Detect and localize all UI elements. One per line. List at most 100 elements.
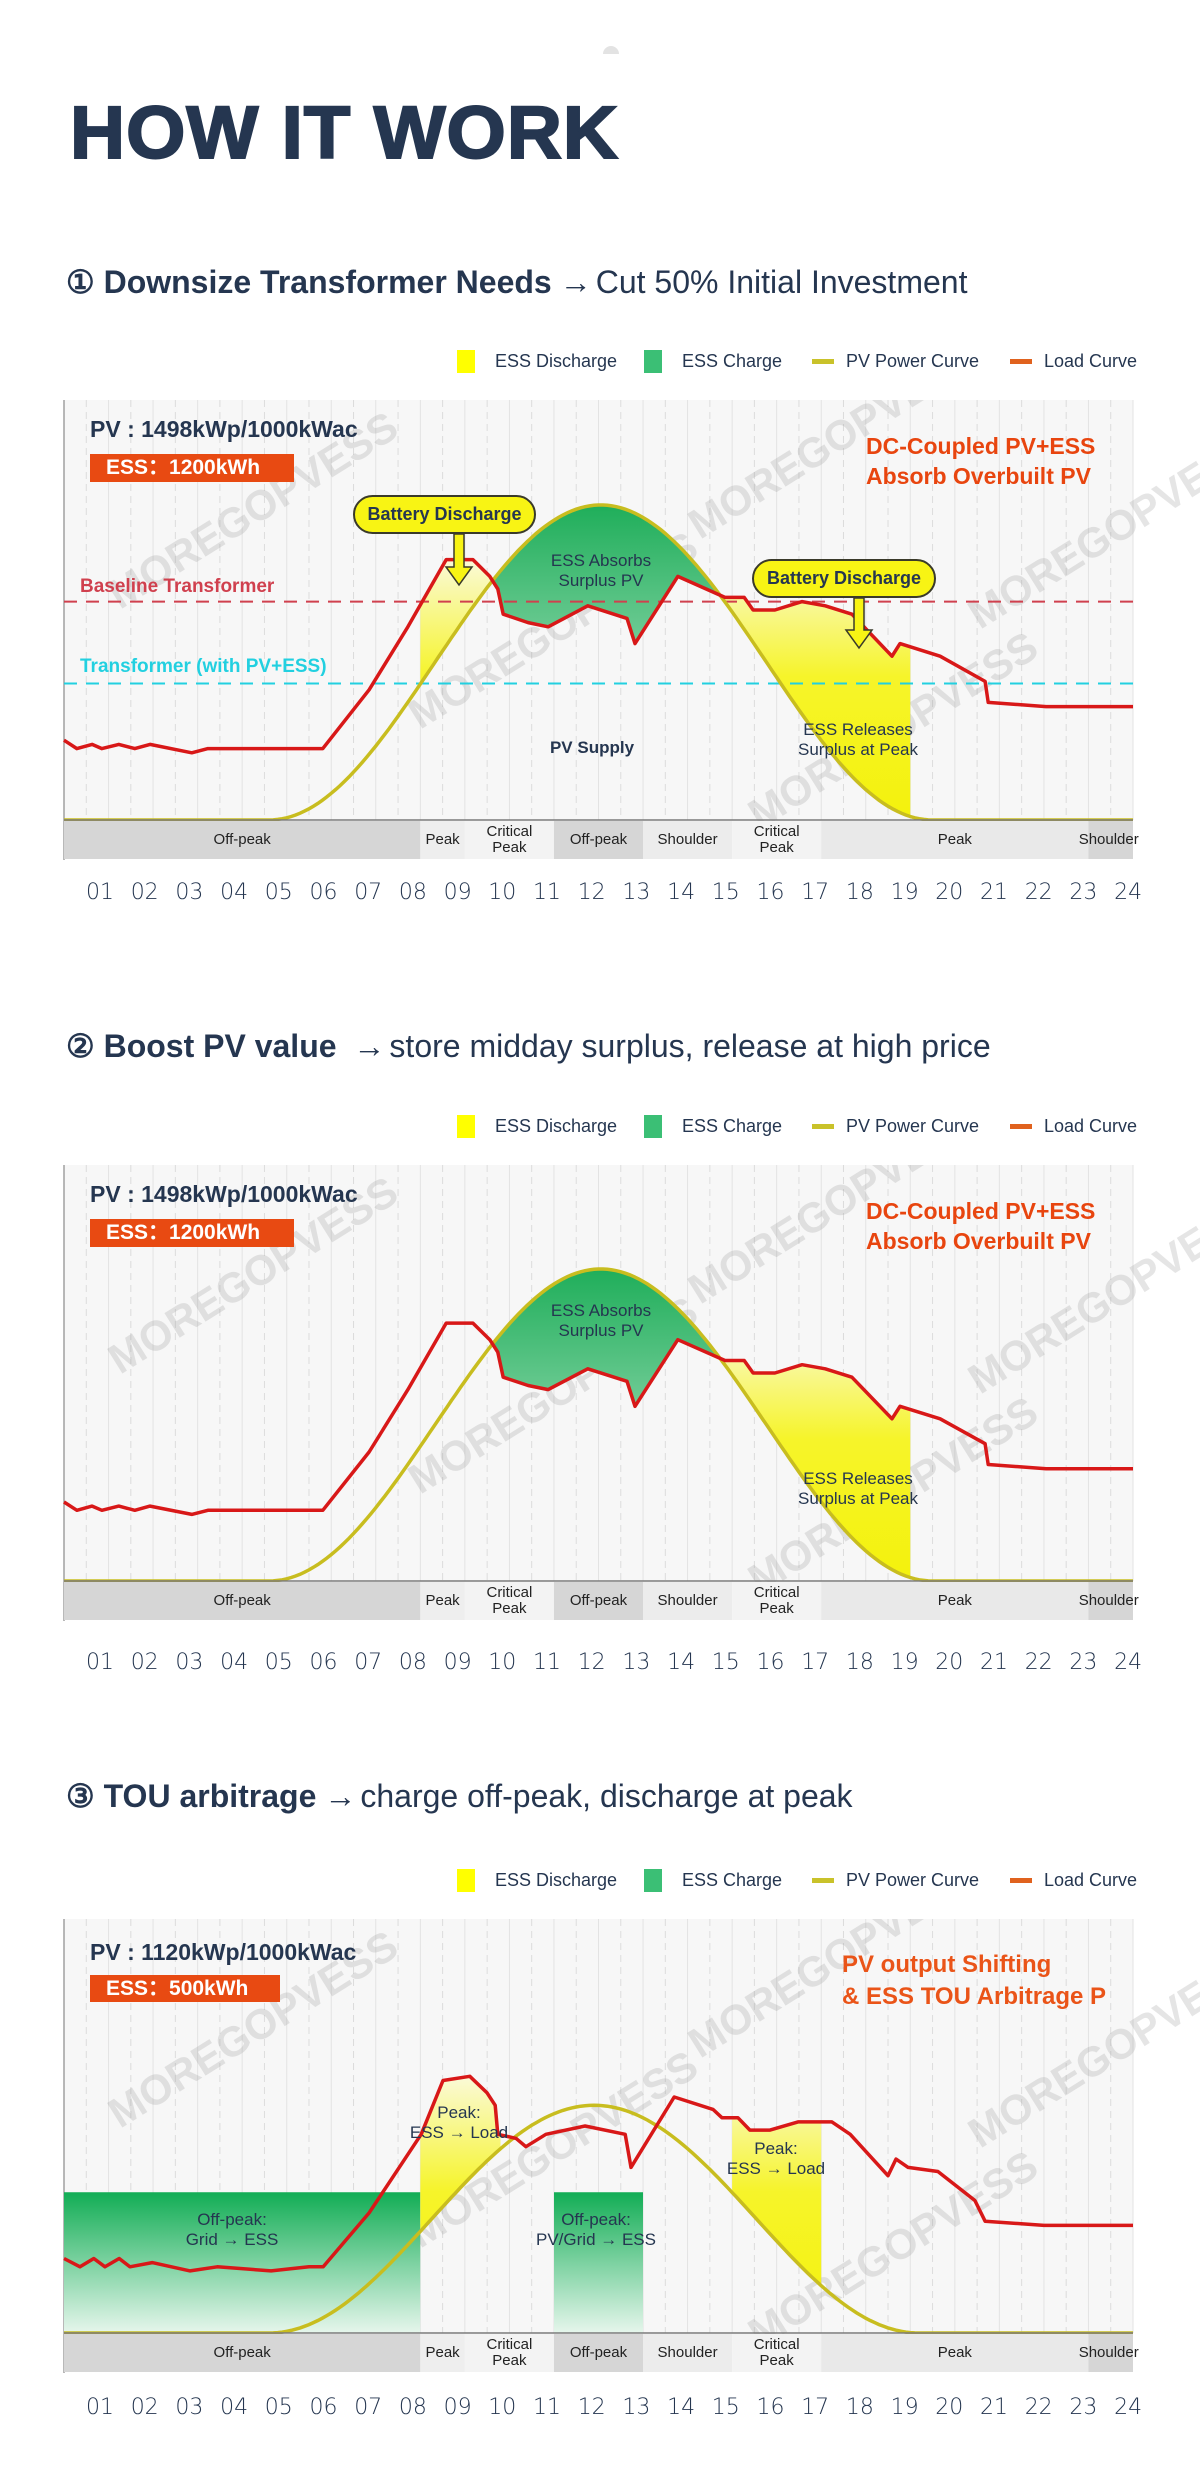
- ess-capacity-badge: ESS：1200kWh: [90, 454, 294, 482]
- chart-3-tou-arbitrage: MOREGOPVESS MOREGOPVESS MOREGOPVESS MOREGOP…: [0, 1919, 1200, 2373]
- arrow-right-icon: →: [353, 1028, 386, 1064]
- offpeak-grid-label-line2: Grid → ESS: [185, 2230, 279, 2249]
- pv-spec-label: PV : 1120kWp/1000kWac: [90, 1939, 357, 1965]
- section-number: ②: [66, 1028, 95, 1064]
- hour-tick-label: 07: [354, 2395, 383, 2420]
- chart-1-plot: MOREGOPVESSMOREGOPVESSMOREGOPVESSMOREGOP…: [63, 400, 1200, 860]
- hour-tick-label: 13: [622, 2395, 651, 2420]
- hour-tick-label: 13: [622, 1650, 651, 1675]
- hour-tick-label: 10: [488, 1650, 517, 1675]
- tou-band-label: Off-peak: [213, 1592, 271, 1609]
- ess-releases-label-line2: Surplus at Peak: [797, 740, 919, 759]
- tou-band-label: Peak: [425, 1592, 460, 1609]
- battery-discharge-callout-1: Battery Discharge: [353, 495, 536, 534]
- hour-tick-label: 03: [175, 1650, 204, 1675]
- hour-tick-label: 22: [1024, 880, 1053, 905]
- offpeak-pvgrid-label-line2: PV/Grid → ESS: [536, 2230, 656, 2249]
- tou-band-label: Critical Peak: [486, 1584, 533, 1617]
- orange-line-icon: [1010, 358, 1032, 364]
- section-number: ①: [66, 264, 95, 300]
- hour-tick-label: 06: [309, 2395, 338, 2420]
- yellow-square-icon: [457, 1114, 475, 1138]
- hour-tick-label: 06: [309, 1650, 338, 1675]
- legend-item-pv-power-curve: PV Power Curve: [812, 1867, 979, 1893]
- page-title: HOW IT WORK: [69, 91, 620, 174]
- legend-label: ESS Charge: [682, 350, 783, 371]
- yellow-square-icon: [457, 349, 475, 373]
- hour-tick-label: 19: [890, 1650, 919, 1675]
- tou-band-label: Off-peak: [569, 2344, 628, 2361]
- chart-note-line1: DC-Coupled PV+ESS: [866, 433, 1096, 459]
- hour-tick-label: 05: [264, 1650, 293, 1675]
- hour-tick-label: 01: [86, 880, 114, 905]
- hour-tick-label: 10: [488, 2395, 517, 2420]
- legend-item-pv-power-curve: PV Power Curve: [812, 348, 979, 374]
- tou-band-label: Shoulder: [1078, 831, 1139, 848]
- legend-item-ess-charge: ESS Charge: [644, 348, 782, 374]
- tou-band-label: Peak: [937, 2344, 972, 2361]
- tou-band-label: Peak: [937, 1592, 972, 1609]
- chart-2-boost-pv-value: MOREGOPVESSMOREGOPVESSMOREGOPVESSMOREGOP…: [0, 1165, 1200, 1621]
- section-number: ③: [66, 1778, 95, 1814]
- hour-tick-label: 09: [443, 1650, 472, 1675]
- peak-a-label-line1: Peak:: [437, 2103, 481, 2122]
- green-square-icon: [644, 1114, 662, 1138]
- legend-label: Load Curve: [1044, 1115, 1138, 1136]
- ess-releases-label-line2: Surplus at Peak: [797, 1489, 919, 1508]
- hour-tick-label: 18: [845, 2395, 874, 2420]
- legend-label: ESS Discharge: [495, 1115, 618, 1136]
- hour-tick-label: 04: [220, 1650, 249, 1675]
- scroll-up-indicator-icon[interactable]: [603, 46, 619, 54]
- olive-line-icon: [812, 1123, 834, 1129]
- section-heading: Downsize Transformer Needs: [103, 264, 552, 300]
- pv-spec-label: PV : 1498kWp/1000kWac: [90, 1181, 358, 1207]
- legend-label: PV Power Curve: [846, 350, 980, 371]
- green-square-icon: [644, 1868, 662, 1892]
- hour-tick-label: 02: [130, 2395, 159, 2420]
- hour-tick-label: 17: [801, 880, 830, 905]
- legend-label: ESS Charge: [682, 1115, 783, 1136]
- hour-tick-label: 08: [398, 1650, 427, 1675]
- arrow-right-icon: →: [559, 264, 592, 300]
- hour-tick-label: 21: [980, 880, 1008, 905]
- hour-tick-label: 09: [443, 2395, 472, 2420]
- section-heading: Boost PV value: [103, 1028, 337, 1064]
- hour-tick-label: 24: [1114, 2395, 1143, 2420]
- hour-tick-label: 08: [398, 2395, 427, 2420]
- hour-tick-label: 21: [980, 1650, 1008, 1675]
- hour-tick-label: 24: [1114, 880, 1143, 905]
- hour-tick-label: 16: [756, 2395, 785, 2420]
- legend-label: Load Curve: [1044, 350, 1138, 371]
- hour-tick-label: 18: [845, 1650, 874, 1675]
- hour-tick-label: 05: [264, 880, 293, 905]
- hour-tick-label: 14: [667, 1650, 696, 1675]
- ess-absorbs-label-line2: Surplus PV: [558, 1321, 644, 1340]
- orange-line-icon: [1010, 1123, 1032, 1129]
- legend-item-load-curve: Load Curve: [1010, 348, 1137, 374]
- offpeak-grid-label-line1: Off-peak:: [197, 2210, 267, 2229]
- peak-a-label-line2: ESS → Load: [409, 2123, 509, 2142]
- section-3-title: ③ TOU arbitrage → charge off-peak, dischar…: [66, 1780, 853, 1812]
- ess-capacity-badge: ESS：500kWh: [90, 1975, 280, 2002]
- hour-tick-label: 07: [354, 880, 383, 905]
- hour-tick-label: 17: [801, 2395, 830, 2420]
- hour-tick-label: 05: [264, 2395, 293, 2420]
- hour-axis-3: 01 02 03 04 05 06 07 08 09 10 11 12 13 14 15 16 17 18 19 20…: [0, 2395, 1200, 2425]
- tou-band-label: Peak: [425, 831, 460, 848]
- hour-tick-label: 04: [220, 880, 249, 905]
- legend-label: ESS Charge: [682, 1869, 783, 1890]
- peak-b-label-line1: Peak:: [754, 2139, 798, 2158]
- hour-tick-label: 18: [845, 880, 874, 905]
- battery-discharge-callout-2: Battery Discharge: [752, 559, 936, 598]
- hour-tick-label: 14: [667, 880, 696, 905]
- peak-b-label-line2: ESS → Load: [726, 2159, 826, 2178]
- chart-1-downsize-transformer: MOREGOPVESSMOREGOPVESSMOREGOPVESSMOREGOP…: [0, 400, 1200, 866]
- legend-item-ess-discharge: ESS Discharge: [457, 1867, 617, 1893]
- tou-band-label: Off-peak: [213, 831, 271, 848]
- tou-band-label: Shoulder: [657, 2344, 718, 2361]
- arrow-right-icon: →: [324, 1778, 357, 1814]
- ess-absorbs-label-line1: ESS Absorbs: [550, 1301, 652, 1320]
- tou-band-label: Off-peak: [569, 1592, 628, 1609]
- hour-tick-label: 11: [533, 1650, 561, 1675]
- legend-label: ESS Discharge: [495, 350, 618, 371]
